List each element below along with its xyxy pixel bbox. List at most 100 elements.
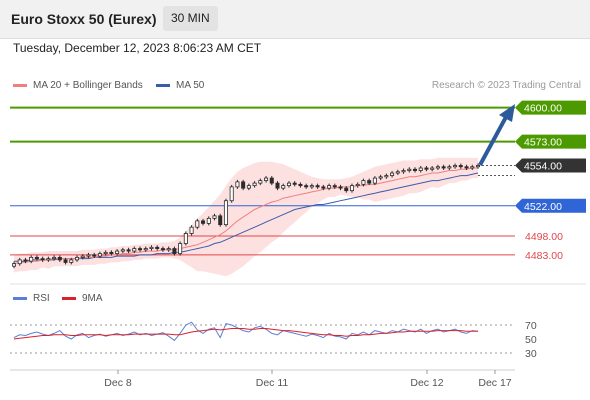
legend-label-rsi-ma: 9MA (82, 293, 103, 304)
rsi-tick-30: 30 (525, 348, 537, 360)
legend-label-ma50: MA 50 (176, 80, 205, 91)
candle-up (212, 215, 217, 219)
candle-down (34, 256, 39, 260)
candle-up (166, 248, 171, 251)
candle-down (138, 248, 143, 251)
candle-down (367, 180, 372, 184)
candle-down (464, 166, 469, 169)
candle-up (195, 220, 200, 228)
candle-down (315, 185, 320, 188)
legend-rsi-ma: 9MA (62, 293, 103, 304)
candle-down (269, 177, 274, 184)
candle-up (309, 185, 314, 188)
legend-swatch-ma20 (13, 83, 27, 87)
legend-rsi: RSI (13, 293, 50, 304)
candle-up (453, 165, 458, 168)
legend-ma-bollinger: MA 20 + Bollinger Bands (13, 80, 143, 91)
candle-up (183, 233, 188, 244)
candle-up (264, 177, 269, 181)
x-tick-label: Dec 8 (104, 377, 132, 389)
rsi-tick-70: 70 (525, 320, 537, 332)
level-4483-00-label: 4483.00 (525, 250, 563, 262)
title-bar: Euro Stoxx 50 (Eurex) 30 MIN (0, 0, 590, 39)
candle-up (372, 177, 377, 184)
candle-down (241, 181, 246, 189)
candle-up (475, 165, 480, 168)
candle-up (252, 182, 257, 187)
candle-down (172, 248, 177, 255)
candle-down (332, 185, 337, 188)
candle-down (441, 166, 446, 169)
candle-down (275, 182, 280, 189)
candle-up (223, 200, 228, 226)
candle-up (447, 166, 452, 169)
level-4573-00-tag (515, 134, 586, 149)
ma50-line (14, 172, 479, 262)
chart-title: Euro Stoxx 50 (Eurex) (11, 11, 157, 27)
candle-up (52, 256, 57, 260)
candle-up (69, 259, 74, 263)
candle-up (11, 263, 16, 267)
candle-down (424, 167, 429, 170)
legend-ma50: MA 50 (156, 80, 204, 91)
candle-down (201, 220, 206, 224)
candle-up (235, 181, 240, 188)
x-tick-label: Dec 12 (410, 377, 443, 389)
candle-down (160, 248, 165, 251)
candle-down (298, 183, 303, 187)
candle-up (189, 226, 194, 234)
candle-down (23, 259, 28, 262)
candle-down (92, 254, 97, 257)
x-tick-label: Dec 11 (256, 377, 289, 389)
candle-up (120, 249, 125, 252)
candle-up (355, 183, 360, 187)
legend-swatch-rsi (13, 296, 27, 300)
level-4554-00-tag (515, 158, 586, 173)
level-4522-00-tag (515, 198, 586, 213)
candle-up (80, 255, 85, 258)
level-4554-00-label: 4554.00 (524, 160, 562, 172)
candle-up (229, 186, 234, 202)
candle-up (258, 180, 263, 184)
candle-up (390, 172, 395, 176)
candle-up (395, 171, 400, 174)
candle-up (115, 250, 120, 255)
rsi-tick-50: 50 (525, 334, 537, 346)
candle-down (344, 187, 349, 192)
level-4522-00-label: 4522.00 (524, 201, 562, 213)
candle-down (126, 249, 131, 252)
level-4573-00-label: 4573.00 (524, 137, 562, 149)
candle-up (286, 182, 291, 187)
candle-up (349, 185, 354, 192)
candle-down (412, 168, 417, 171)
candle-down (338, 186, 343, 189)
candle-up (470, 166, 475, 169)
candle-down (321, 186, 326, 189)
forecast-arrow-shaft (478, 116, 508, 166)
candle-up (401, 170, 406, 173)
candle-up (407, 168, 412, 171)
candle-up (246, 185, 251, 189)
candle-up (435, 166, 440, 169)
level-4600-00-tag (515, 100, 586, 115)
candle-up (75, 256, 80, 261)
candle-down (155, 246, 160, 249)
candle-up (206, 217, 211, 224)
candle-up (132, 248, 137, 252)
level-4498-00-label: 4498.00 (525, 231, 563, 243)
candle-up (281, 185, 286, 189)
forecast-arrow-head (499, 104, 515, 122)
rsi-ma-line (13, 328, 478, 340)
candle-up (17, 259, 22, 265)
candle-up (178, 243, 183, 255)
candle-up (97, 253, 102, 257)
candle-down (304, 185, 309, 188)
timeframe-button[interactable]: 30 MIN (163, 6, 218, 31)
candle-down (218, 215, 223, 226)
x-tick-label: Dec 17 (478, 377, 511, 389)
candle-down (109, 251, 114, 255)
candle-up (103, 251, 108, 255)
candle-down (458, 165, 463, 168)
level-4600-00-label: 4600.00 (524, 103, 562, 115)
